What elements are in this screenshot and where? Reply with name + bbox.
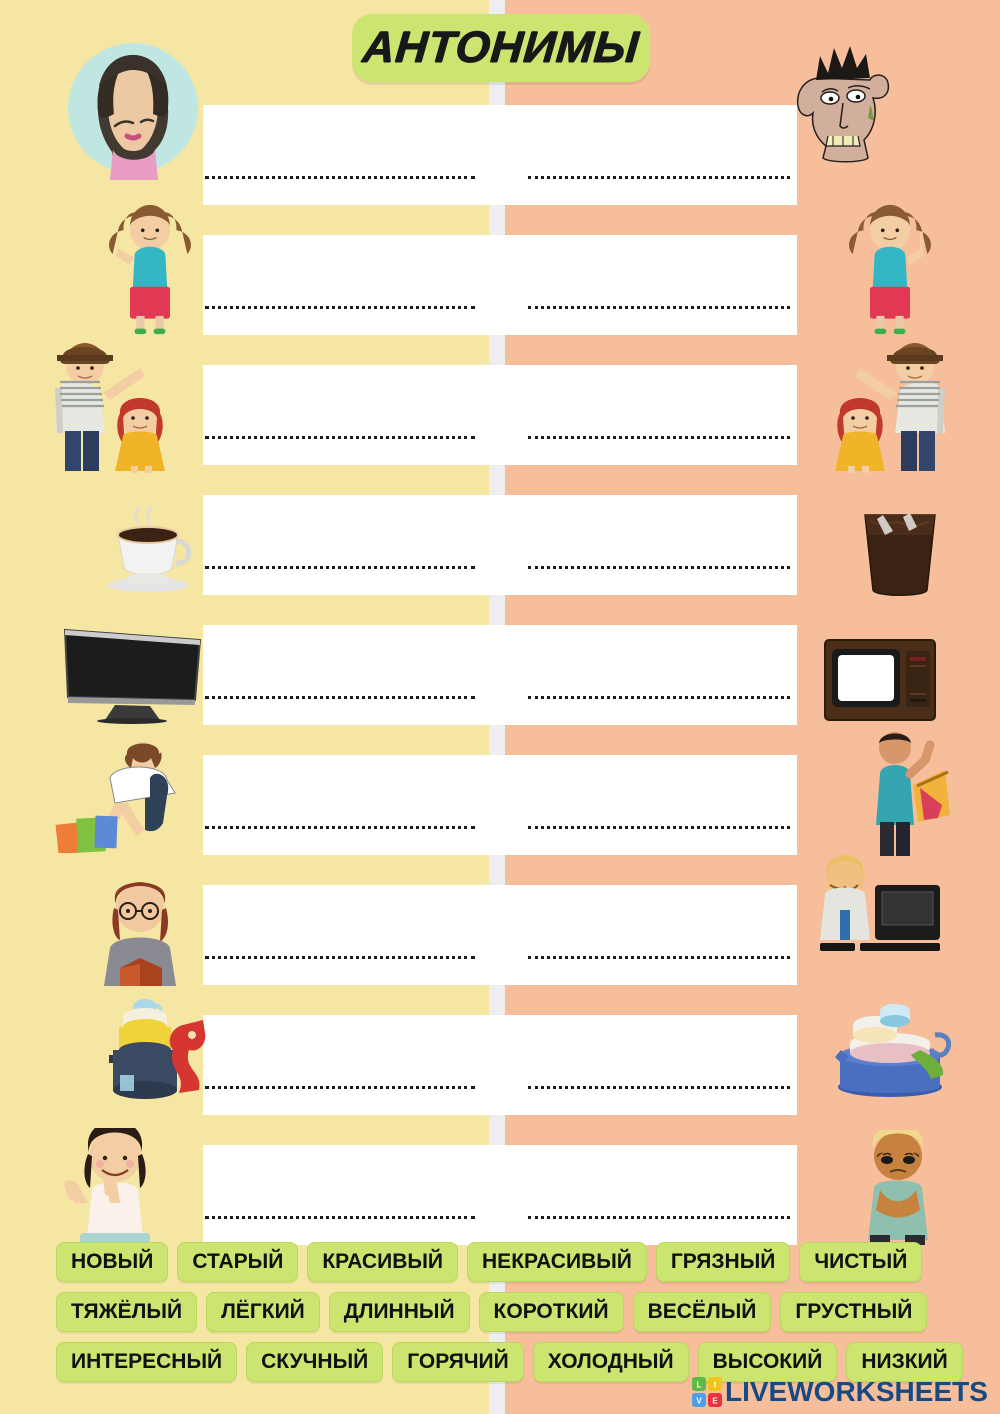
svg-text:V: V xyxy=(696,1397,702,1406)
svg-text:E: E xyxy=(712,1397,718,1406)
svg-text:I: I xyxy=(714,1381,716,1390)
svg-text:L: L xyxy=(697,1381,702,1390)
